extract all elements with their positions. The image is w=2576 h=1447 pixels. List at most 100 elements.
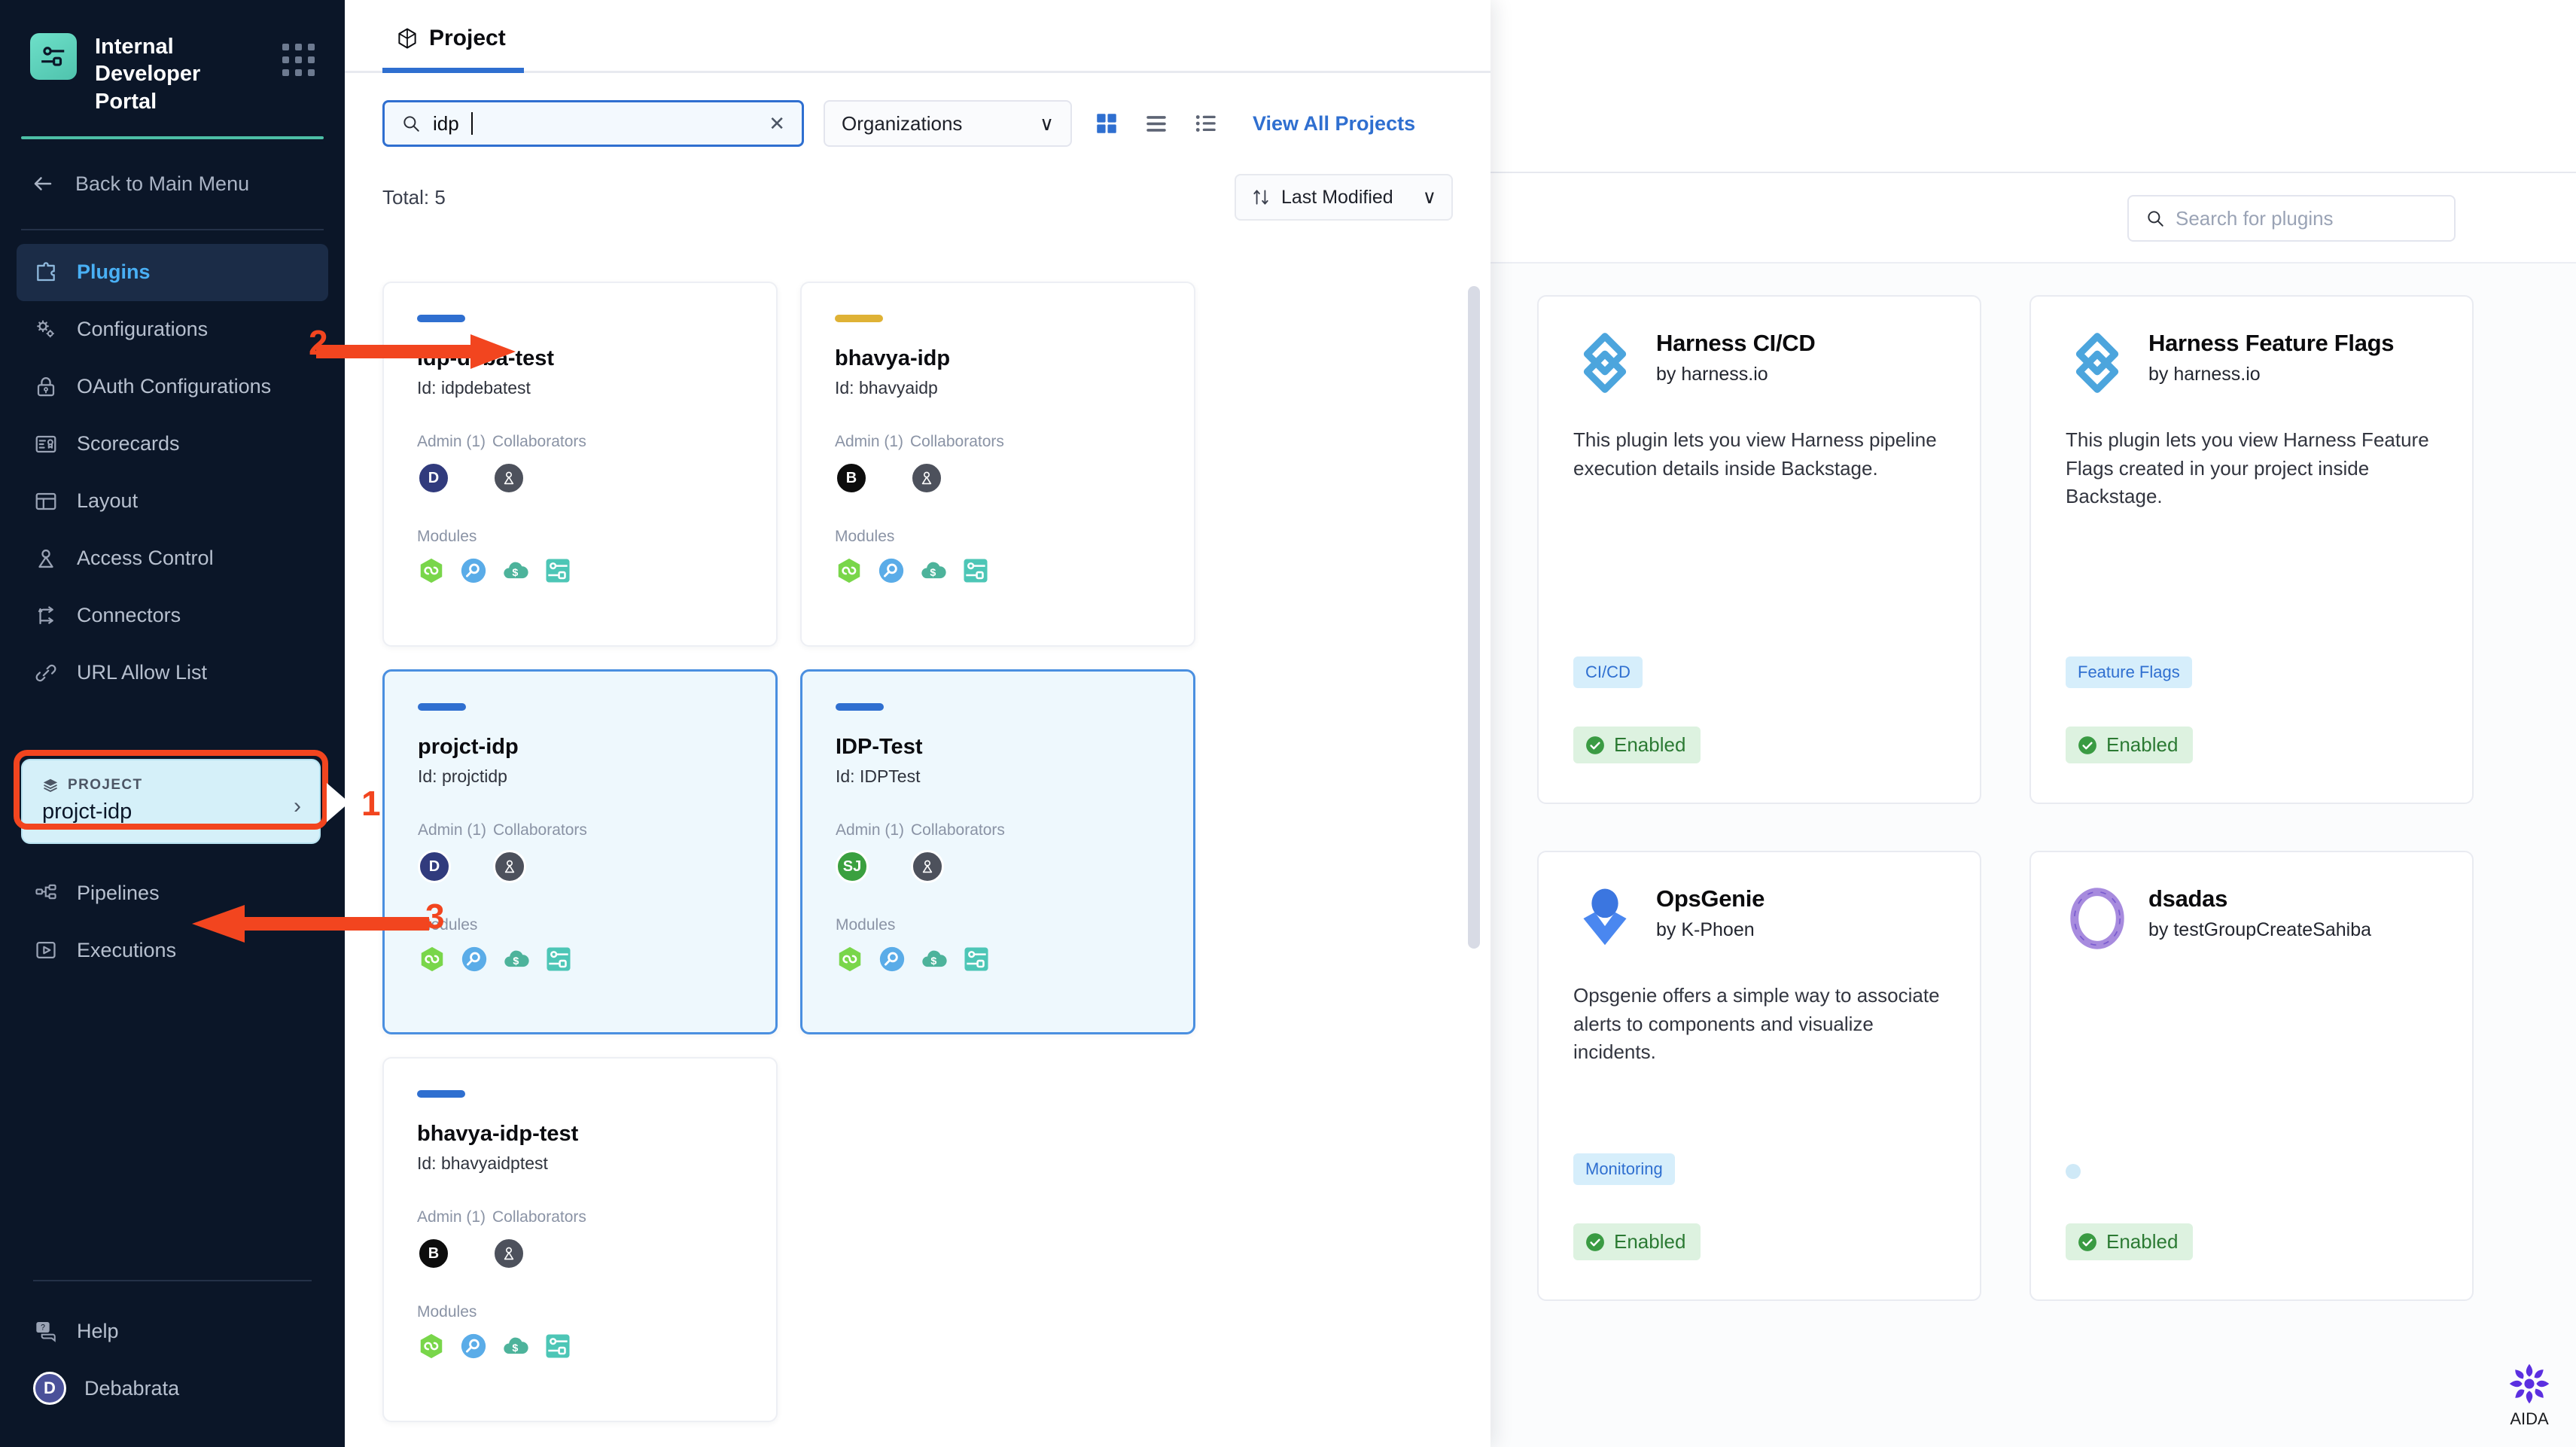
collaborator-avatar[interactable] [492, 462, 525, 495]
sidebar-item-label: Debabrata [84, 1376, 180, 1400]
svg-text:$: $ [930, 955, 936, 967]
admin-label: Admin (1) [417, 1208, 486, 1226]
sidebar-item-help[interactable]: ? Help [17, 1302, 328, 1360]
sidebar-item-plugins[interactable]: Plugins [17, 243, 328, 301]
project-card-accent-bar [418, 703, 466, 711]
sidebar-item-oauth-configurations[interactable]: OAuth Configurations [17, 358, 328, 416]
project-card[interactable]: IDP-Test Id: IDPTest Admin (1) SJ Collaborat… [800, 669, 1195, 1034]
project-selector-box[interactable]: PROJECT projct-idp › [21, 759, 321, 844]
sidebar-item-layout[interactable]: Layout [17, 473, 328, 530]
plugin-title: OpsGenie [1656, 885, 1765, 912]
project-card[interactable]: bhavya-idp-test Id: bhavyaidptest Admin (1… [382, 1057, 778, 1422]
project-card[interactable]: bhavya-idp Id: bhavyaidp Admin (1) B Collabo… [800, 282, 1195, 647]
person-icon [922, 860, 933, 873]
project-card-accent-bar [417, 315, 465, 322]
module-idp-icon [546, 559, 570, 583]
admin-avatar[interactable]: B [835, 462, 868, 495]
sidebar-item-label: Executions [77, 938, 177, 961]
sidebar-item-user[interactable]: D Debabrata [17, 1360, 328, 1417]
arrow-left-icon [34, 177, 52, 190]
module-devops-icon [420, 1333, 443, 1359]
admin-label: Admin (1) [836, 821, 905, 839]
panel-meta: Total: 5 Last Modified ∨ [345, 147, 1490, 221]
back-to-main-menu-button[interactable]: Back to Main Menu [0, 139, 345, 229]
annotation-arrow-2 [316, 334, 516, 369]
apps-grid-icon[interactable] [282, 44, 315, 76]
detail-list-glyph [1195, 115, 1216, 132]
detail-list-view-icon[interactable] [1191, 108, 1221, 139]
admin-avatar[interactable]: D [418, 850, 451, 883]
text-caret [470, 112, 473, 135]
sidebar-item-label: Plugins [77, 260, 151, 284]
collaborator-avatar[interactable] [911, 850, 944, 883]
plugin-status-text: Enabled [2106, 1230, 2179, 1253]
admin-avatar[interactable]: B [417, 1237, 450, 1270]
plugin-card[interactable]: Harness Feature Flags by harness.io This… [2029, 295, 2474, 804]
execution-icon [36, 941, 56, 959]
plugin-card[interactable]: Harness CI/CD by harness.io This plugin … [1537, 295, 1981, 804]
sidebar-item-pipelines[interactable]: Pipelines [17, 864, 328, 922]
project-card-people: Admin (1) D Collaborators [417, 433, 743, 495]
modules-list: $ [417, 556, 743, 585]
project-card-name: bhavya-idp-test [417, 1122, 579, 1146]
sidebar-item-label: Access Control [77, 547, 214, 570]
list-view-glyph [1146, 116, 1166, 132]
check-circle-icon [1586, 736, 1604, 754]
project-card-id: Id: bhavyaidp [835, 378, 938, 398]
plugin-status-text: Enabled [2106, 733, 2179, 756]
module-idp-icon [547, 947, 571, 971]
collaborators-column: Collaborators [911, 821, 1046, 883]
plugin-card[interactable]: dsadas by testGroupCreateSahiba Enabled [2029, 851, 2474, 1301]
plugin-card[interactable]: OpsGenie by K-Phoen Opsgenie offers a si… [1537, 851, 1981, 1301]
plugins-search-placeholder: Search for plugins [2176, 206, 2334, 230]
plugin-title: Harness Feature Flags [2148, 330, 2395, 356]
sidebar-item-url-allow-list[interactable]: URL Allow List [17, 644, 328, 702]
panel-tabs: Project [345, 0, 1490, 73]
sidebar-divider [33, 1280, 312, 1281]
project-card-accent-bar [836, 703, 884, 711]
project-selector[interactable]: PROJECT projct-idp › [14, 750, 328, 844]
sidebar-item-access-control[interactable]: Access Control [17, 530, 328, 587]
plugin-description: This plugin lets you view Harness Featur… [2066, 428, 2429, 508]
sidebar-item-label: OAuth Configurations [77, 375, 272, 398]
sidebar-item-configurations[interactable]: Configurations [17, 301, 328, 358]
plugin-tag: CI/CD [1573, 656, 1643, 688]
organizations-select[interactable]: Organizations ∨ [824, 100, 1072, 147]
collaborator-avatar[interactable] [910, 462, 943, 495]
admin-column: Admin (1) B [835, 433, 903, 495]
project-card[interactable]: projct-idp Id: projctidp Admin (1) D Collabo… [382, 669, 778, 1034]
sidebar-item-label: Configurations [77, 318, 209, 341]
module-discovery-icon [878, 558, 904, 583]
background-topbar [1490, 0, 2576, 173]
clear-search-icon[interactable]: ✕ [769, 111, 785, 135]
sidebar-item-connectors[interactable]: Connectors [17, 587, 328, 644]
aida-widget[interactable]: AIDA [2507, 1361, 2552, 1429]
plugins-search-input[interactable]: Search for plugins [2127, 195, 2456, 242]
collaborator-avatar[interactable] [493, 850, 526, 883]
cube-icon [398, 28, 416, 49]
collaborator-avatar[interactable] [492, 1237, 525, 1270]
lock-icon [33, 374, 59, 400]
list-view-icon[interactable] [1141, 108, 1171, 139]
plugin-author: by harness.io [2148, 364, 2261, 385]
module-discovery-icon [461, 946, 487, 972]
total-count-label: Total: 5 [382, 185, 446, 209]
admin-avatar[interactable]: D [417, 462, 450, 495]
background-search-bar: Search for plugins [1490, 173, 2576, 264]
connector-icon [33, 603, 59, 629]
panel-scrollbar[interactable] [1468, 286, 1480, 949]
sort-select[interactable]: Last Modified ∨ [1235, 174, 1453, 221]
view-all-projects-link[interactable]: View All Projects [1253, 111, 1416, 135]
sidebar-item-executions[interactable]: Executions [17, 922, 328, 979]
sidebar-item-scorecards[interactable]: Scorecards [17, 416, 328, 473]
tab-project[interactable]: Project [382, 26, 524, 73]
admin-avatar[interactable]: SJ [836, 850, 869, 883]
project-selector-value: projct-idp [42, 800, 132, 824]
module-discovery-icon [461, 1333, 486, 1359]
idp-logo-icon [30, 33, 77, 80]
plugin-card-header: dsadas by testGroupCreateSahiba [2066, 885, 2437, 950]
grid-view-icon[interactable] [1092, 108, 1122, 139]
project-search-input[interactable]: idp ✕ [382, 100, 804, 147]
